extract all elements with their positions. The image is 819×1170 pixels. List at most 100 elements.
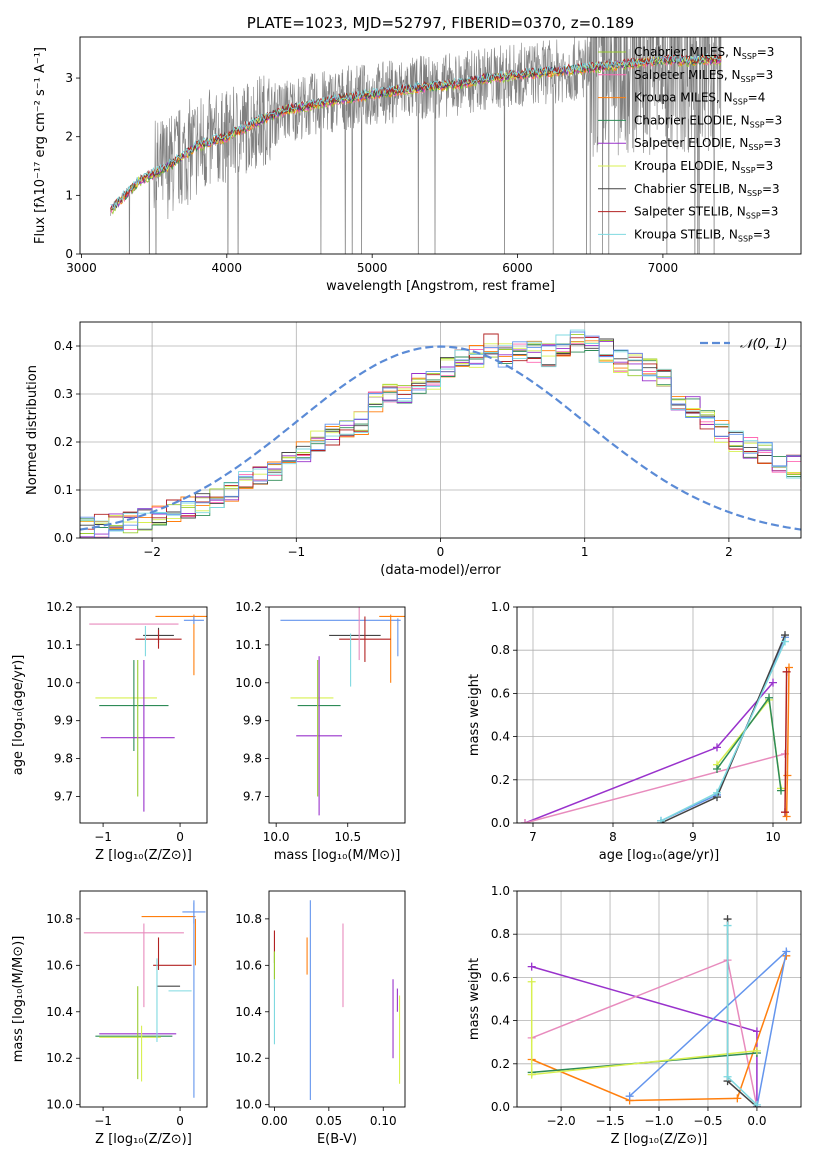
x-tick-label: 6000	[502, 261, 533, 275]
y-tick-label: 10.2	[235, 1051, 262, 1065]
x-axis-label: age [log₁₀(age/yr)]	[599, 848, 720, 863]
weight-marker	[777, 786, 785, 795]
y-tick-label: 0.1	[54, 483, 73, 497]
y-axis-label: mass [log₁₀(M/M⊙)]	[11, 936, 26, 1063]
x-axis-label: Z [log₁₀(Z/Z⊙)]	[611, 1132, 708, 1147]
legend-tail: =3	[765, 113, 783, 127]
legend-subscript: SSP	[741, 75, 756, 84]
y-tick-label: 10.0	[46, 676, 73, 690]
legend-subscript: SSP	[742, 52, 757, 61]
y-axis-label: Normed distribution	[25, 365, 40, 495]
legend-entry: Kroupa STELIB, NSSP=3	[634, 227, 771, 243]
y-tick-label: 10.1	[235, 638, 262, 652]
y-tick-label: 10.1	[46, 638, 73, 652]
x-tick-label: 7	[529, 830, 537, 844]
x-tick-label: 0	[176, 830, 184, 844]
x-tick-label: 0.0	[747, 1114, 766, 1128]
mass_vs_ebv-axes: 0.00 0.05 0.10 10.0 10.2 10.4 10.6 10.8 E(B-V)	[235, 912, 396, 1147]
y-tick-label: 10.2	[46, 1051, 73, 1065]
weight-marker	[752, 1100, 761, 1107]
spectrum-frame	[79, 36, 802, 255]
x-tick-label: 7000	[648, 261, 679, 275]
y-tick-label: 9.7	[243, 789, 262, 803]
y-tick-label: 0.2	[491, 1057, 510, 1071]
x-tick-label: 4000	[212, 261, 243, 275]
x-tick-label: 0	[176, 1114, 184, 1128]
x-tick-label: 5000	[357, 261, 388, 275]
x-tick-label: −1	[94, 1114, 112, 1128]
weight_vs_z-plot-area	[527, 915, 791, 1107]
x-tick-label: 10	[765, 830, 780, 844]
weight-line	[784, 671, 788, 813]
legend-subscript: SSP	[733, 98, 748, 107]
legend-subscript: SSP	[750, 120, 765, 129]
weight_vs_age-axes: 7 8 9 10 0.0 0.2 0.4 0.6 0.8 1.0 age [log₁₀(age/yr…	[467, 600, 801, 863]
y-tick-label: 9.9	[54, 714, 73, 728]
weight-marker	[527, 1070, 536, 1079]
x-tick-label: −2	[143, 545, 161, 559]
x-tick-label: 1	[581, 545, 589, 559]
legend-tail: =3	[761, 205, 779, 219]
weight-marker	[733, 1094, 742, 1103]
x-tick-label: −1.5	[595, 1114, 624, 1128]
y-tick-label: 0.0	[491, 1100, 510, 1114]
y-tick-label: 9.7	[54, 789, 73, 803]
legend-tail: =4	[748, 91, 766, 105]
legend-tail: =3	[756, 159, 774, 173]
weight-marker	[527, 962, 536, 971]
y-axis-label: Flux [fλ10⁻¹⁷ erg cm⁻² s⁻¹ A⁻¹]	[33, 47, 48, 244]
weight-marker	[657, 816, 665, 823]
legend-entry: Chabrier MILES, NSSP=3	[634, 45, 774, 61]
y-tick-label: 10.8	[235, 912, 262, 926]
age_vs_z-frame	[79, 606, 208, 824]
x-axis-label: Z [log₁₀(Z/Z⊙)]	[95, 1132, 192, 1147]
x-tick-label: −1.0	[644, 1114, 673, 1128]
legend-entry: Salpeter MILES, NSSP=3	[634, 68, 773, 84]
y-tick-label: 1.0	[491, 884, 510, 898]
weight_vs_age-plot-area	[521, 631, 793, 823]
weight-marker	[521, 819, 529, 823]
x-tick-label: −1	[94, 830, 112, 844]
y-tick-label: 0	[65, 247, 73, 261]
legend-entry: Chabrier ELODIE, NSSP=3	[634, 113, 782, 129]
legend-tail: =3	[757, 45, 775, 59]
y-tick-label: 10.6	[46, 958, 73, 972]
y-axis-label: mass weight	[467, 958, 482, 1040]
x-tick-label: 0	[437, 545, 445, 559]
y-tick-label: 10.2	[235, 600, 262, 614]
y-tick-label: 0.6	[491, 686, 510, 700]
weight_vs_z-frame	[516, 890, 802, 1108]
weight-line	[524, 753, 786, 823]
spectrum-legend: Chabrier MILES, NSSP=3 Salpeter MILES, NS…	[598, 45, 782, 243]
y-tick-label: 0.0	[54, 531, 73, 545]
y-tick-label: 0.8	[491, 927, 510, 941]
y-tick-label: 9.9	[243, 714, 262, 728]
weight-marker	[723, 921, 732, 930]
weight-marker	[781, 637, 789, 646]
y-axis-label: age [log₁₀(age/yr)]	[11, 655, 26, 776]
legend-subscript: SSP	[747, 189, 762, 198]
y-tick-label: 0.4	[54, 339, 73, 353]
y-tick-label: 0.0	[491, 816, 510, 830]
weight-marker	[782, 667, 791, 676]
x-tick-label: 0.00	[261, 1114, 288, 1128]
weight-marker	[625, 1092, 634, 1101]
mass_vs_ebv-plot-area	[273, 900, 401, 1101]
y-tick-label: 10.2	[46, 600, 73, 614]
histogram-step	[80, 331, 801, 538]
spectrum-plot-area	[110, 37, 722, 254]
x-axis-label: (data-model)/error	[380, 563, 501, 578]
y-tick-label: 1	[65, 188, 73, 202]
chart-title: PLATE=1023, MJD=52797, FIBERID=0370, z=0…	[247, 14, 634, 32]
weight-marker	[713, 788, 721, 797]
weight-marker	[723, 1072, 732, 1081]
age_vs_mass-axes: 10.0 10.5 9.7 9.8 9.9 10.0 10.1 10.2 mass [log₁₀…	[235, 600, 400, 863]
x-tick-label: 2	[725, 545, 733, 559]
spectrum-axes: 3000 4000 5000 6000 7000 0 1 2 3 wavelength [Angs…	[33, 47, 678, 294]
x-axis-label: E(B-V)	[317, 1132, 357, 1147]
y-tick-label: 0.4	[491, 1014, 510, 1028]
legend-tail: =3	[756, 68, 774, 82]
x-axis-label: mass [log₁₀(M/M⊙)]	[274, 848, 401, 863]
legend-subscript: SSP	[746, 212, 761, 221]
legend-entry: Salpeter STELIB, NSSP=3	[634, 205, 778, 221]
